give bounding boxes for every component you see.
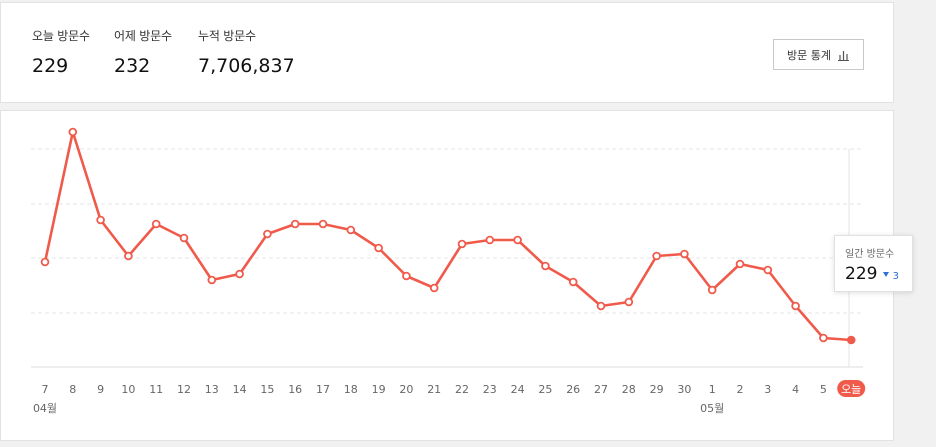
data-point <box>402 271 411 281</box>
x-tick-label: 8 <box>69 383 76 396</box>
triangle-down-icon <box>883 272 890 277</box>
x-tick-label: 오늘 <box>841 383 861 396</box>
chart-tooltip: 일간 방문수 229 3 <box>834 235 913 292</box>
x-tick-label: 27 <box>594 383 608 396</box>
x-tick-label: 10 <box>121 383 135 396</box>
data-point <box>568 277 578 287</box>
x-tick-label: 2 <box>737 383 744 396</box>
visit-stats-button[interactable]: 방문 통계 <box>773 39 864 70</box>
data-point <box>124 251 133 261</box>
x-tick-label: 15 <box>260 383 274 396</box>
data-point <box>290 219 300 229</box>
x-tick-label: 4 <box>792 383 799 396</box>
today-badge <box>837 380 866 397</box>
x-tick-label: 3 <box>764 383 771 396</box>
x-tick-label: 12 <box>177 383 191 396</box>
x-tick-label: 20 <box>399 383 413 396</box>
x-tick-label: 1 <box>709 383 716 396</box>
data-point <box>457 239 467 249</box>
x-tick-label: 18 <box>344 383 358 396</box>
tooltip-label: 일간 방문수 <box>845 249 895 260</box>
today-visitors-value: 229 <box>32 55 69 77</box>
data-point <box>707 285 717 295</box>
data-point <box>235 269 244 279</box>
yesterday-visitors-label: 어제 방문수 <box>114 29 172 43</box>
x-tick-label: 16 <box>288 383 302 396</box>
x-tick-label: 30 <box>677 383 691 396</box>
tooltip-change-value: 3 <box>892 271 900 282</box>
x-tick-label: 28 <box>622 383 636 396</box>
data-point <box>763 265 773 275</box>
data-point <box>652 251 661 261</box>
tooltip-change: 3 <box>883 271 899 282</box>
x-tick-label: 11 <box>149 383 163 396</box>
x-tick-label: 29 <box>650 383 664 396</box>
data-point <box>429 283 439 293</box>
data-point <box>513 235 522 245</box>
visit-stats-button-label: 방문 통계 <box>787 48 831 62</box>
data-point <box>151 219 161 229</box>
x-tick-label: 23 <box>483 383 497 396</box>
yesterday-visitors-value: 232 <box>114 55 151 77</box>
tooltip-value: 229 <box>845 264 878 284</box>
total-visitors: 누적 방문수 7,706,837 <box>198 27 295 77</box>
data-point <box>680 249 689 259</box>
data-point <box>485 235 495 245</box>
total-visitors-value: 7,706,837 <box>198 55 295 77</box>
series-line <box>43 130 852 342</box>
data-point <box>735 259 745 269</box>
data-point <box>318 219 328 229</box>
x-tick-label: 13 <box>205 383 219 396</box>
bar-chart-icon <box>837 50 849 61</box>
visitor-stats-card: 오늘 방문수 229 어제 방문수 232 누적 방문수 7,706,837 방… <box>0 2 894 103</box>
x-tick-label: 25 <box>538 383 552 396</box>
x-tick-label: 9 <box>97 383 104 396</box>
x-tick-label: 17 <box>316 383 330 396</box>
total-visitors-label: 누적 방문수 <box>198 29 256 43</box>
data-point <box>346 225 356 235</box>
data-point <box>596 301 606 311</box>
data-point <box>374 243 383 253</box>
x-tick-label: 7 <box>42 383 49 396</box>
today-visitors-label: 오늘 방문수 <box>32 29 90 43</box>
daily-visitors-chart: 7 8 9 10 11 12 13 14 15 16 17 18 19 20 21 22 23 24 25 26 27 2… <box>31 127 866 415</box>
daily-visitors-chart-card: 7 8 9 10 11 12 13 14 15 16 17 18 19 20 21 22 23 24 25 26 27 2… <box>0 110 913 441</box>
data-point <box>846 335 856 345</box>
x-tick-label: 26 <box>566 383 580 396</box>
data-point <box>96 215 105 225</box>
x-tick-label: 14 <box>233 383 247 396</box>
data-point <box>791 301 800 311</box>
yesterday-visitors: 어제 방문수 232 <box>114 27 172 77</box>
x-tick-label: 22 <box>455 383 469 396</box>
data-point <box>207 275 217 285</box>
data-point <box>819 333 828 343</box>
x-tick-label: 19 <box>372 383 386 396</box>
month-label: 05월 <box>700 402 724 415</box>
data-point <box>541 261 550 271</box>
x-tick-label: 21 <box>427 383 441 396</box>
data-point <box>68 127 78 137</box>
data-point <box>40 257 50 267</box>
data-point <box>179 233 189 243</box>
x-tick-label: 24 <box>511 383 525 396</box>
data-point <box>624 297 634 307</box>
month-label: 04월 <box>33 402 57 415</box>
today-visitors: 오늘 방문수 229 <box>32 27 90 77</box>
x-tick-label: 5 <box>820 383 827 396</box>
data-point <box>263 229 272 239</box>
